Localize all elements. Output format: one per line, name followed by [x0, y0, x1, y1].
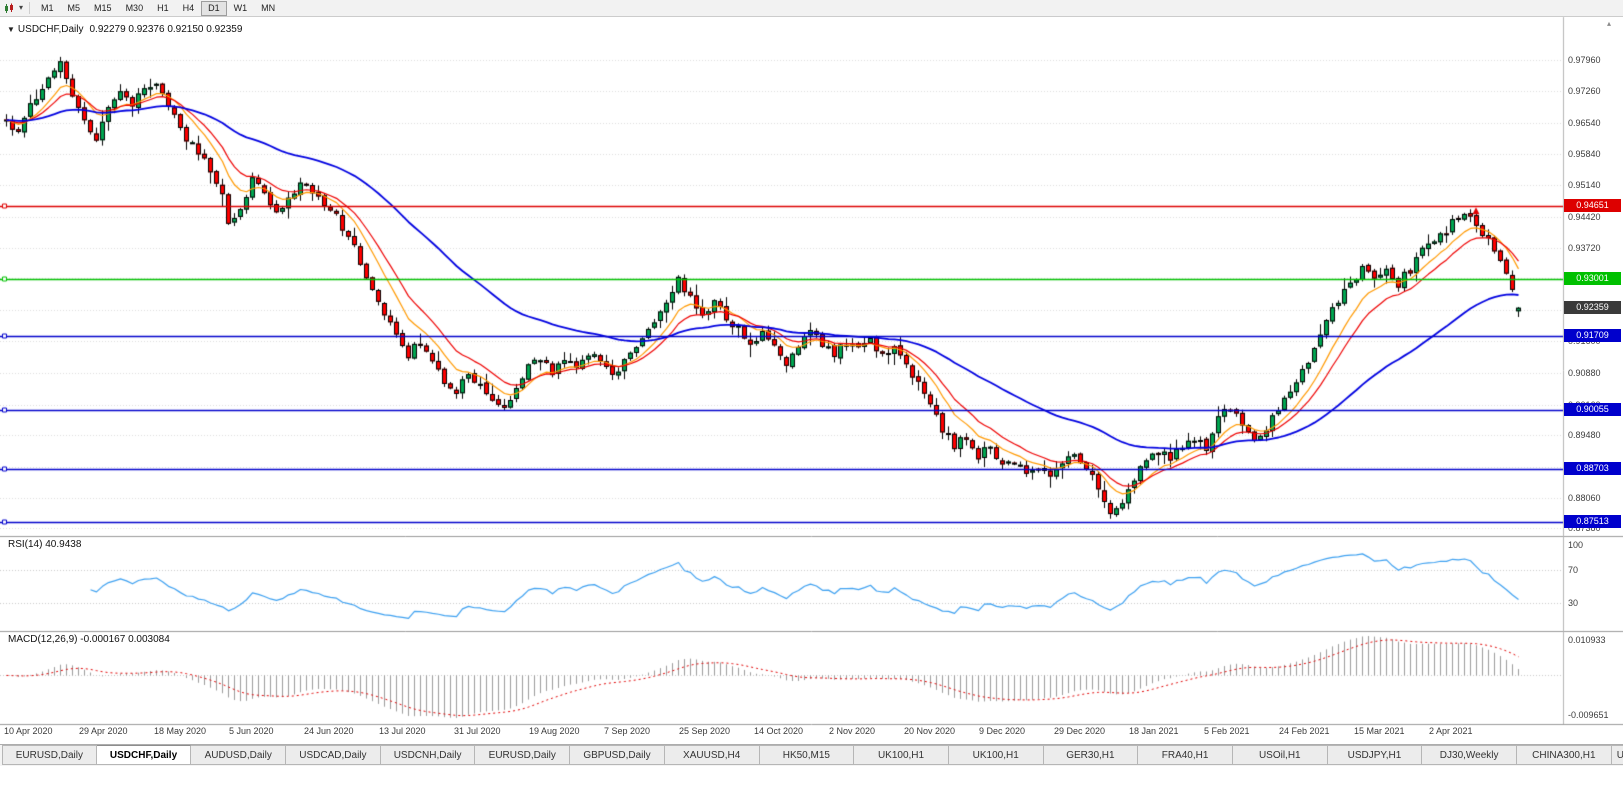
symbol-tab-eurusd-daily[interactable]: EURUSD,Daily	[2, 745, 97, 765]
price-tick-label: 0.89480	[1568, 430, 1601, 441]
macd-scale-bottom-label: -0.009651	[1568, 710, 1609, 720]
symbol-tab-ger30-h1[interactable]: GER30,H1	[1043, 745, 1139, 765]
timeframe-button-h4[interactable]: H4	[182, 2, 195, 13]
scale-scroll-icon[interactable]: ▴	[1607, 19, 1612, 28]
price-tick-label: 0.95140	[1568, 179, 1601, 190]
timeframe-toolbar: ▾ M1 M5 M15 M30 H1 H4 D1 W1 MN	[0, 0, 1623, 17]
date-tick-label: 24 Feb 2021	[1279, 726, 1330, 736]
symbol-tab-hk50-m15[interactable]: HK50,M15	[759, 745, 855, 765]
timeframe-button-h1[interactable]: H1	[157, 2, 169, 13]
symbol-tab-bar: EURUSD,Daily USDCHF,Daily AUDUSD,Daily USDC…	[0, 744, 1623, 766]
hline-price-badge: 0.87513	[1564, 515, 1621, 529]
symbol-tab-uk100-h1[interactable]: UK100,H1	[948, 745, 1044, 765]
price-tick-label: 0.97960	[1568, 55, 1601, 65]
symbol-tab-usoil-h1[interactable]: USOil,H1	[1232, 745, 1328, 765]
date-tick-label: 18 May 2020	[154, 726, 207, 736]
chart-symbol-title: USDCHF,Daily	[17, 24, 84, 35]
symbol-tab-audusd-daily[interactable]: AUDUSD,Daily	[191, 745, 287, 765]
symbol-tab-usdjpy-h1[interactable]: USDJPY,H1	[1327, 745, 1423, 765]
current-price-badge: 0.92359	[1564, 300, 1621, 314]
date-tick-label: 2 Nov 2020	[829, 726, 876, 736]
timeframe-button-mn[interactable]: MN	[261, 2, 276, 13]
date-tick-label: 19 Aug 2020	[529, 726, 580, 736]
price-tick-label: 0.93720	[1568, 242, 1601, 253]
date-tick-label: 7 Sep 2020	[604, 726, 651, 736]
rsi-scale-label: 30	[1568, 598, 1579, 609]
symbol-tab-u[interactable]: U	[1611, 745, 1623, 765]
timeframe-button-w1[interactable]: W1	[233, 2, 248, 13]
date-tick-label: 5 Feb 2021	[1204, 726, 1250, 736]
date-tick-label: 20 Nov 2020	[904, 726, 956, 736]
symbol-tab-dj30-weekly[interactable]: DJ30,Weekly	[1422, 745, 1517, 765]
date-tick-label: 31 Jul 2020	[454, 726, 501, 736]
chart-ohlc-values: 0.92279 0.92376 0.92150 0.92359	[89, 24, 243, 35]
timeframe-button-d1[interactable]: D1	[201, 0, 227, 16]
date-tick-label: 9 Dec 2020	[979, 726, 1026, 736]
date-tick-label: 13 Jul 2020	[379, 726, 426, 736]
symbol-tab-usdcnh-daily[interactable]: USDCNH,Daily	[380, 745, 476, 765]
symbol-tab-gbpusd-daily[interactable]: GBPUSD,Daily	[570, 745, 665, 765]
date-tick-label: 5 Jun 2020	[229, 726, 274, 736]
date-tick-label: 2 Apr 2021	[1429, 726, 1473, 736]
timeframe-button-m5[interactable]: M5	[67, 2, 81, 13]
date-tick-label: 29 Dec 2020	[1054, 726, 1106, 736]
macd-scale-top-label: 0.010933	[1568, 635, 1606, 645]
quick-nav-icon[interactable]: ▼	[7, 25, 15, 34]
hline-price-badge: 0.93001	[1564, 272, 1621, 286]
macd-indicator-label: MACD(12,26,9) -0.000167 0.003084	[8, 634, 170, 645]
hline-price-badge: 0.88703	[1564, 462, 1621, 476]
symbol-tab-uk100-h1[interactable]: UK100,H1	[854, 745, 949, 765]
symbol-tab-china300-h1[interactable]: CHINA300,H1	[1517, 745, 1612, 765]
timeframe-button-m15[interactable]: M15	[94, 2, 112, 13]
date-tick-label: 15 Mar 2021	[1354, 726, 1405, 736]
price-tick-label: 0.96540	[1568, 117, 1601, 128]
date-tick-label: 14 Oct 2020	[754, 726, 804, 736]
chart-title-line: ▼ USDCHF,Daily 0.92279 0.92376 0.92150 0.9…	[7, 24, 242, 35]
date-tick-label: 24 Jun 2020	[304, 726, 354, 736]
price-tick-label: 0.95840	[1568, 148, 1601, 159]
timeframe-button-m1[interactable]: M1	[41, 2, 54, 13]
symbol-tab-xauusd-h4[interactable]: XAUUSD,H4	[664, 745, 760, 765]
symbol-tab-fra40-h1[interactable]: FRA40,H1	[1138, 745, 1233, 765]
timeframe-buttons: M1 M5 M15 M30 H1 H4 D1 W1 MN	[34, 0, 282, 16]
price-tick-label: 0.97260	[1568, 85, 1601, 96]
hline-price-badge: 0.94651	[1564, 199, 1621, 213]
candlestick-chart-icon[interactable]	[4, 3, 17, 14]
price-tick-label: 0.88060	[1568, 492, 1601, 503]
symbol-tab-usdcad-daily[interactable]: USDCAD,Daily	[286, 745, 381, 765]
rsi-indicator-label: RSI(14) 40.9438	[8, 539, 82, 550]
rsi-scale-label: 70	[1568, 564, 1579, 575]
date-tick-label: 25 Sep 2020	[679, 726, 731, 736]
hline-price-badge: 0.91709	[1564, 329, 1621, 343]
rsi-scale-label: 100	[1568, 540, 1584, 550]
date-tick-label: 18 Jan 2021	[1129, 726, 1179, 736]
hline-price-badge: 0.90055	[1564, 402, 1621, 416]
price-tick-label: 0.94420	[1568, 211, 1601, 222]
price-tick-label: 0.90880	[1568, 368, 1601, 379]
chart-type-dropdown-caret-icon[interactable]: ▾	[19, 3, 24, 12]
symbol-tab-eurusd-daily[interactable]: EURUSD,Daily	[475, 745, 571, 765]
symbol-tab-usdchf-daily[interactable]: USDCHF,Daily	[96, 745, 192, 765]
date-tick-label: 10 Apr 2020	[4, 726, 53, 736]
toolbar-separator	[29, 2, 31, 14]
timeframe-button-m30[interactable]: M30	[125, 2, 144, 13]
date-tick-label: 29 Apr 2020	[79, 726, 128, 736]
